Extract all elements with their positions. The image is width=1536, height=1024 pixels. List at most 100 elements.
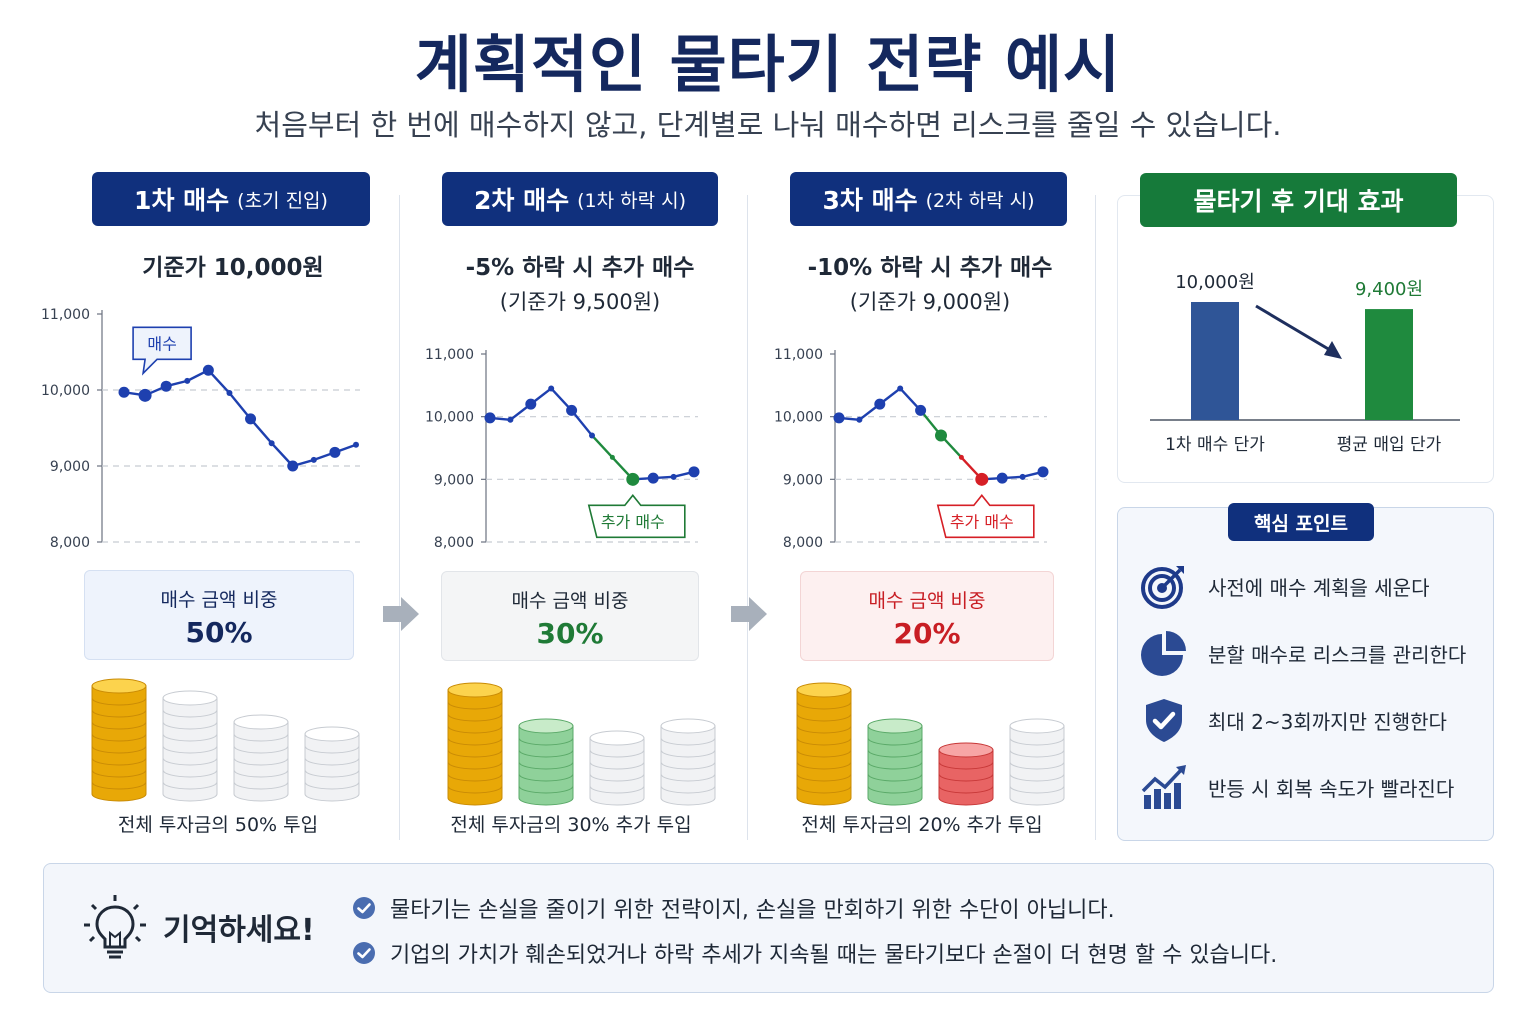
growth-chart-icon <box>1141 765 1186 809</box>
y-tick-label: 8,000 <box>434 535 474 551</box>
data-point <box>670 473 677 480</box>
check-circle-icon <box>353 942 375 964</box>
stage-2-share-box: 매수 금액 비중 30% <box>441 571 699 661</box>
stage-2-base-price: (기준가 9,500원) <box>499 290 661 314</box>
stage-3-header: 3차 매수 (2차 하락 시) <box>790 172 1067 226</box>
data-point <box>548 385 555 392</box>
add-buy-callout <box>936 494 1035 539</box>
coin-top <box>938 742 994 758</box>
coin-top <box>304 726 360 742</box>
data-point <box>688 466 700 478</box>
stage-1-note: (초기 진입) <box>237 189 328 212</box>
category-label: 1차 매수 단가 <box>1165 435 1265 455</box>
coin-top <box>162 690 218 706</box>
effect-panel <box>1117 195 1494 483</box>
data-point <box>160 380 172 392</box>
data-point <box>329 446 341 458</box>
stage-2-header: 2차 매수 (1차 하락 시) <box>442 172 718 226</box>
bar-value-label: 10,000원 <box>1175 272 1255 293</box>
remember-text: 기업의 가치가 훼손되었거나 하락 추세가 지속될 때는 물타기보다 손절이 더… <box>390 943 1278 968</box>
key-point-text: 사전에 매수 계획을 세운다 <box>1208 575 1430 600</box>
data-point <box>647 472 659 484</box>
coin-top <box>589 730 645 746</box>
stage-2-coin-stacks <box>447 682 716 806</box>
key-point-text: 반등 시 회복 속도가 빨라진다 <box>1208 776 1455 801</box>
decrease-arrow <box>1255 304 1331 352</box>
stage-1-share-value: 50% <box>185 616 253 649</box>
y-tick-label: 11,000 <box>774 347 823 363</box>
buy-callout-label: 매수 <box>147 334 176 353</box>
coin-top <box>233 714 289 730</box>
buy-callout <box>132 326 192 376</box>
y-tick-label: 8,000 <box>50 535 90 551</box>
page-title: 계획적인 물타기 전략 예시 <box>414 28 1122 101</box>
y-tick-label: 9,000 <box>434 472 474 488</box>
bar <box>1191 302 1239 420</box>
y-tick-label: 10,000 <box>425 410 474 426</box>
y-tick-label: 10,000 <box>41 383 90 399</box>
y-tick-label: 11,000 <box>41 307 90 323</box>
add-buy-callout-label: 추가 매수 <box>950 512 1014 531</box>
arrow-right-icon <box>731 597 767 631</box>
remember-item: 기업의 가치가 훼손되었거나 하락 추세가 지속될 때는 물타기보다 손절이 더… <box>352 937 1277 969</box>
remember-item: 물타기는 손실을 줄이기 위한 전략이지, 손실을 만회하기 위한 수단이 아닙… <box>352 892 1115 924</box>
y-tick-label: 11,000 <box>425 347 474 363</box>
coin-top <box>518 718 574 734</box>
data-point <box>1019 473 1026 480</box>
stage-2-share-value: 30% <box>536 617 604 650</box>
stage-3-coin-stacks <box>796 682 1065 806</box>
stage-1-price-chart: 11,000 10,000 9,000 8,000 매수 <box>41 307 360 551</box>
key-points-title: 핵심 포인트 <box>1228 503 1374 541</box>
remember-box <box>43 863 1494 993</box>
data-point <box>833 412 845 424</box>
data-point <box>915 404 927 416</box>
stage-divider <box>399 195 400 840</box>
y-tick-label: 8,000 <box>783 535 823 551</box>
stage-1-base-price: 기준가 10,000원 <box>142 255 324 281</box>
stage-divider <box>747 195 748 840</box>
lightbulb-icon <box>84 895 146 959</box>
y-tick-label: 9,000 <box>783 472 823 488</box>
coin-top <box>660 718 716 734</box>
stage-2-condition: -5% 하락 시 추가 매수 <box>465 255 695 281</box>
data-point <box>626 472 640 486</box>
key-point-item: 사전에 매수 계획을 세운다 <box>1140 561 1490 611</box>
stage-1-share-label: 매수 금액 비중 <box>160 589 278 611</box>
check-circle-icon <box>353 897 375 919</box>
add-buy-callout-label: 추가 매수 <box>601 512 665 531</box>
decrease-arrow-head <box>1324 341 1342 359</box>
stage-2-note: (1차 하락 시) <box>577 189 687 212</box>
coin-top <box>91 678 147 694</box>
data-point <box>897 385 904 392</box>
stage-divider <box>1095 195 1096 840</box>
data-point <box>856 416 863 423</box>
coin-top <box>447 682 503 698</box>
data-point <box>996 472 1008 484</box>
stage-3-share-label: 매수 금액 비중 <box>868 590 986 612</box>
data-point <box>118 386 130 398</box>
series-segment <box>591 434 614 459</box>
data-point <box>975 472 989 486</box>
key-point-item: 최대 2~3회까지만 진행한다 <box>1140 695 1490 745</box>
data-point <box>202 364 214 376</box>
stage-3-share-box: 매수 금액 비중 20% <box>800 571 1054 661</box>
data-point <box>935 429 947 442</box>
data-point <box>310 456 317 463</box>
page-subtitle: 처음부터 한 번에 매수하지 않고, 단계별로 나눠 매수하면 리스크를 줄일 … <box>254 108 1282 142</box>
stage-1-label: 1차 매수 <box>134 186 230 215</box>
key-point-text: 최대 2~3회까지만 진행한다 <box>1208 709 1447 734</box>
coin-top <box>796 682 852 698</box>
add-buy-callout <box>587 494 686 539</box>
data-point <box>287 460 299 472</box>
stage-2-price-chart: 11,000 10,000 9,000 8,000 추가 매수 <box>425 347 700 551</box>
data-point <box>226 390 233 397</box>
category-label: 평균 매입 단가 <box>1337 435 1442 455</box>
stage-1-share-box: 매수 금액 비중 50% <box>84 570 354 660</box>
data-point <box>507 416 514 423</box>
stage-1-coin-stacks <box>91 678 360 802</box>
stage-2-label: 2차 매수 <box>473 186 570 215</box>
stage-1-caption: 전체 투자금의 50% 투입 <box>117 814 319 836</box>
coin-top <box>1009 718 1065 734</box>
stage-3-caption: 전체 투자금의 20% 추가 투입 <box>801 814 1043 836</box>
